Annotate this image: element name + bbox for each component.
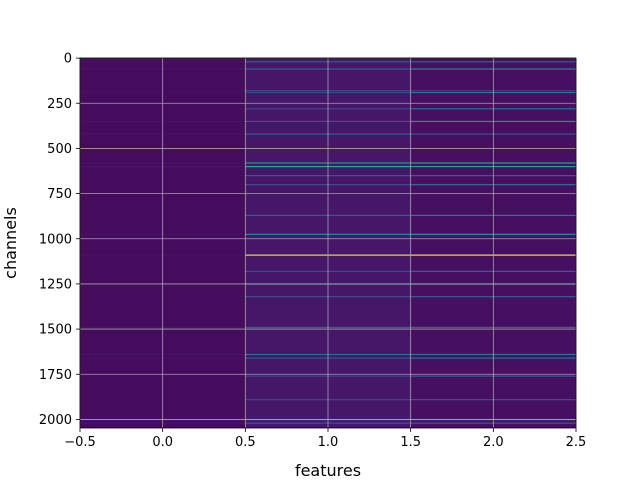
y-tick-label: 500 bbox=[47, 142, 72, 157]
x-tick-label: 0.5 bbox=[235, 435, 256, 450]
y-tick-label: 1500 bbox=[39, 323, 72, 338]
y-tick-label: 750 bbox=[47, 187, 72, 202]
y-tick-label: 1250 bbox=[39, 277, 72, 292]
x-tick-label: 2.0 bbox=[483, 435, 504, 450]
x-axis-label: features bbox=[295, 461, 361, 480]
x-tick-label: 2.5 bbox=[566, 435, 587, 450]
y-tick-label: 1750 bbox=[39, 368, 72, 383]
x-tick-label: 0.0 bbox=[152, 435, 173, 450]
x-tick-label: 1.5 bbox=[400, 435, 421, 450]
x-tick-label: 1.0 bbox=[318, 435, 339, 450]
y-tick-label: 2000 bbox=[39, 413, 72, 428]
grid-lines bbox=[79, 57, 577, 428]
y-tick-label: 0 bbox=[64, 52, 72, 67]
y-axis-label: channels bbox=[1, 207, 20, 279]
y-tick-label: 1000 bbox=[39, 232, 72, 247]
x-axis-ticks: −0.5 0.0 0.5 1.0 1.5 2.0 2.5 bbox=[64, 428, 586, 450]
y-tick-label: 250 bbox=[47, 97, 72, 112]
y-axis-ticks: 0 250 500 750 1000 1250 1500 1750 2000 bbox=[39, 52, 80, 428]
x-tick-label: −0.5 bbox=[64, 435, 96, 450]
